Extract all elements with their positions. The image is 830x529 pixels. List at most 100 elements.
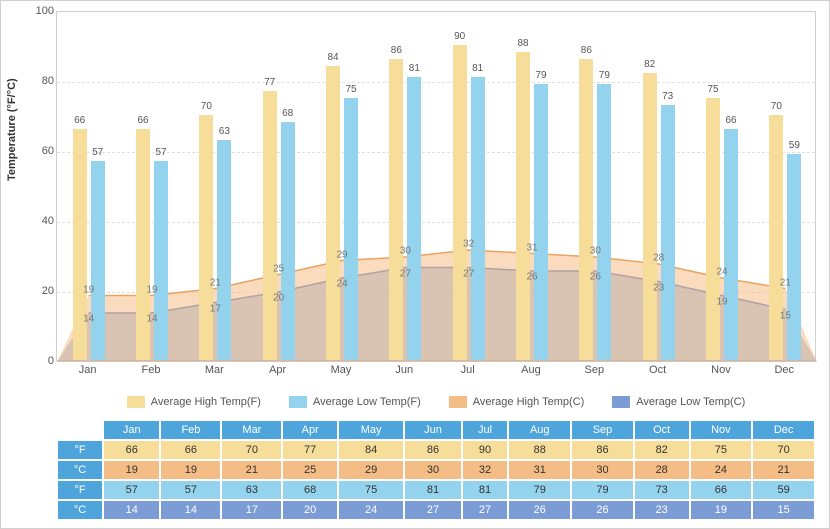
table-header-cell: Jun <box>404 420 461 440</box>
y-axis-label: Temperature (°F/°C) <box>6 78 18 181</box>
chart-container: Temperature (°F/°C) 020406080100 6657665… <box>0 0 830 529</box>
table-cell: 19 <box>103 460 160 480</box>
x-tick: Jul <box>436 364 499 380</box>
table-cell: 73 <box>634 480 690 500</box>
table-cell: 19 <box>160 460 221 480</box>
table-row-label: °C <box>57 500 103 520</box>
table-header-cell: Dec <box>752 420 815 440</box>
plot-area: 6657665770637768847586819081887986798273… <box>56 11 816 361</box>
table-cell: 77 <box>282 440 338 460</box>
legend-item: Average High Temp(C) <box>449 396 584 408</box>
table-cell: 31 <box>508 460 571 480</box>
y-axis-ticks: 020406080100 <box>36 11 56 361</box>
table-header-cell: Apr <box>282 420 338 440</box>
table-cell: 19 <box>690 500 753 520</box>
table-cell: 26 <box>508 500 571 520</box>
legend-label: Average Low Temp(F) <box>313 396 421 408</box>
table-header-cell: Jul <box>462 420 509 440</box>
area-value-labels: 1919212529303231302824211414172024272726… <box>57 12 815 360</box>
table-cell: 70 <box>752 440 815 460</box>
table-cell: 90 <box>462 440 509 460</box>
legend-item: Average High Temp(F) <box>127 396 261 408</box>
table-cell: 75 <box>338 480 404 500</box>
table-cell: 14 <box>103 500 160 520</box>
legend: Average High Temp(F) Average Low Temp(F) A… <box>56 392 816 412</box>
area-value-label: 23 <box>653 282 664 293</box>
x-tick: Mar <box>183 364 246 380</box>
area-value-label: 24 <box>716 267 727 278</box>
area-value-label: 30 <box>400 246 411 257</box>
x-tick: Aug <box>499 364 562 380</box>
legend-swatch <box>449 396 467 408</box>
data-table: JanFebMarAprMayJunJulAugSepOctNovDec°F66… <box>56 419 816 521</box>
table-cell: 57 <box>160 480 221 500</box>
table-row: °C141417202427272626231915 <box>57 500 815 520</box>
table-header-cell: May <box>338 420 404 440</box>
table-row: °F666670778486908886827570 <box>57 440 815 460</box>
area-value-label: 17 <box>210 303 221 314</box>
table-cell: 25 <box>282 460 338 480</box>
table-header-cell: Jan <box>103 420 160 440</box>
area-value-label: 19 <box>83 284 94 295</box>
table-cell: 32 <box>462 460 509 480</box>
table-header-cell: Aug <box>508 420 571 440</box>
table-cell: 70 <box>221 440 282 460</box>
y-tick: 40 <box>42 215 54 227</box>
legend-swatch <box>289 396 307 408</box>
table-cell: 29 <box>338 460 404 480</box>
area-value-label: 20 <box>273 293 284 304</box>
area-value-label: 19 <box>716 296 727 307</box>
x-tick: Jan <box>56 364 119 380</box>
legend-label: Average Low Temp(C) <box>636 396 745 408</box>
table-row: °C191921252930323130282421 <box>57 460 815 480</box>
legend-label: Average High Temp(C) <box>473 396 584 408</box>
area-value-label: 21 <box>780 277 791 288</box>
table-cell: 86 <box>404 440 461 460</box>
table-row: °F575763687581817979736659 <box>57 480 815 500</box>
table-cell: 30 <box>571 460 634 480</box>
table-row-label: °C <box>57 460 103 480</box>
table-cell: 15 <box>752 500 815 520</box>
table-cell: 66 <box>690 480 753 500</box>
x-tick: Sep <box>563 364 626 380</box>
x-tick: Nov <box>689 364 752 380</box>
x-tick: Oct <box>626 364 689 380</box>
area-value-label: 24 <box>336 279 347 290</box>
table-cell: 66 <box>160 440 221 460</box>
table-row-label: °F <box>57 440 103 460</box>
table-row-label: °F <box>57 480 103 500</box>
table-cell-blank <box>57 420 103 440</box>
x-axis-labels: JanFebMarAprMayJunJulAugSepOctNovDec <box>56 364 816 380</box>
table-cell: 21 <box>752 460 815 480</box>
area-value-label: 15 <box>780 310 791 321</box>
area-value-label: 14 <box>146 314 157 325</box>
legend-label: Average High Temp(F) <box>151 396 261 408</box>
table-cell: 59 <box>752 480 815 500</box>
table-cell: 81 <box>404 480 461 500</box>
table-header-cell: Nov <box>690 420 753 440</box>
table-cell: 79 <box>508 480 571 500</box>
legend-item: Average Low Temp(F) <box>289 396 421 408</box>
area-value-label: 25 <box>273 263 284 274</box>
area-value-label: 30 <box>590 246 601 257</box>
table-header-cell: Mar <box>221 420 282 440</box>
x-tick: Apr <box>246 364 309 380</box>
area-value-label: 26 <box>590 272 601 283</box>
y-tick: 80 <box>42 75 54 87</box>
table-header-row: JanFebMarAprMayJunJulAugSepOctNovDec <box>57 420 815 440</box>
table-cell: 30 <box>404 460 461 480</box>
table-cell: 14 <box>160 500 221 520</box>
table-cell: 21 <box>221 460 282 480</box>
area-value-label: 28 <box>653 253 664 264</box>
area-value-label: 31 <box>526 242 537 253</box>
table-cell: 28 <box>634 460 690 480</box>
table-cell: 79 <box>571 480 634 500</box>
table-cell: 63 <box>221 480 282 500</box>
table-cell: 84 <box>338 440 404 460</box>
table-cell: 68 <box>282 480 338 500</box>
area-value-label: 29 <box>336 249 347 260</box>
y-tick: 20 <box>42 285 54 297</box>
x-tick: Feb <box>119 364 182 380</box>
table-cell: 75 <box>690 440 753 460</box>
y-tick: 60 <box>42 145 54 157</box>
